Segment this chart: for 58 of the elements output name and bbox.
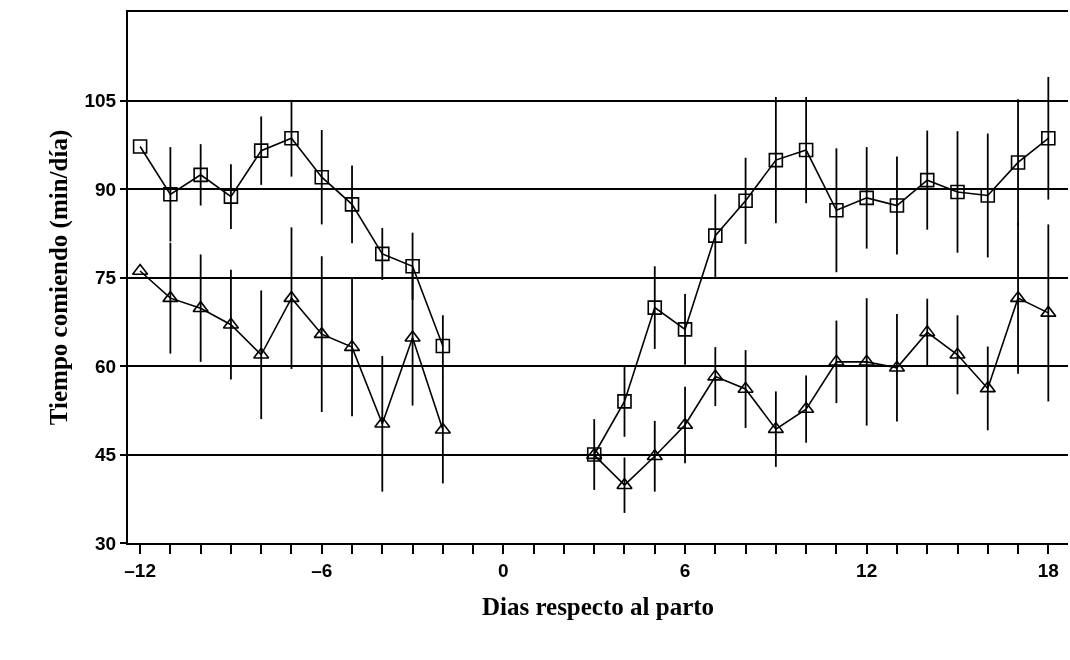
point	[798, 142, 814, 158]
point	[313, 326, 331, 339]
point	[314, 169, 330, 185]
point	[617, 394, 632, 409]
point	[1041, 130, 1056, 146]
point	[616, 477, 633, 490]
point	[676, 417, 694, 430]
point	[980, 188, 996, 203]
point	[375, 246, 390, 262]
point	[193, 167, 208, 183]
point	[858, 354, 875, 366]
x-tick-label: 6	[679, 559, 691, 581]
point	[435, 338, 451, 354]
point	[767, 421, 785, 434]
point	[162, 290, 179, 303]
point	[949, 347, 966, 359]
point	[1009, 290, 1027, 303]
y-tick-label: 105	[84, 90, 117, 112]
point	[738, 193, 753, 209]
x-tick-label: 0	[498, 559, 509, 581]
y-tick-label: 75	[95, 267, 117, 289]
x-axis-title: Dias respecto al parto	[481, 593, 715, 621]
point	[707, 369, 724, 381]
point	[344, 197, 360, 212]
point	[405, 258, 420, 274]
point	[708, 228, 723, 243]
y-tick-label: 30	[95, 532, 117, 554]
x-tick-label: –6	[311, 559, 333, 581]
point	[859, 190, 874, 206]
y-tick-label: 90	[95, 178, 117, 200]
point	[919, 172, 935, 188]
point	[647, 300, 663, 315]
x-tick-label: –12	[124, 559, 156, 581]
point	[404, 330, 421, 342]
point	[192, 300, 209, 313]
y-tick-label: 45	[95, 444, 117, 466]
point	[223, 189, 239, 204]
point	[132, 139, 148, 154]
y-axis-title: Tiempo comiendo (min/día)	[44, 129, 73, 426]
point	[1040, 305, 1057, 317]
point	[677, 322, 693, 337]
x-tick-label: 18	[1037, 559, 1059, 581]
x-tick-label: 12	[856, 559, 878, 581]
point	[950, 184, 965, 200]
point	[343, 339, 361, 352]
point	[889, 198, 905, 213]
point	[646, 448, 664, 461]
point	[284, 130, 299, 146]
point	[283, 290, 300, 303]
point	[253, 143, 269, 158]
point	[1010, 155, 1026, 170]
point	[768, 152, 784, 168]
point	[797, 401, 815, 414]
point	[828, 354, 845, 366]
point	[829, 202, 844, 218]
point	[737, 381, 754, 394]
point	[131, 263, 149, 276]
y-tick-label: 60	[95, 355, 117, 377]
